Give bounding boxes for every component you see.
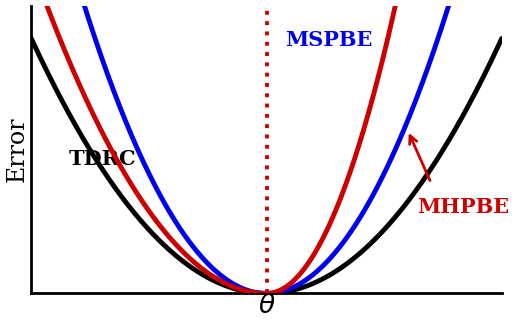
X-axis label: $\theta$: $\theta$ (258, 294, 275, 318)
Y-axis label: Error: Error (6, 117, 28, 182)
Text: MSPBE: MSPBE (285, 29, 373, 50)
Text: MHPBE: MHPBE (417, 197, 509, 217)
Text: TDRC: TDRC (69, 149, 137, 169)
